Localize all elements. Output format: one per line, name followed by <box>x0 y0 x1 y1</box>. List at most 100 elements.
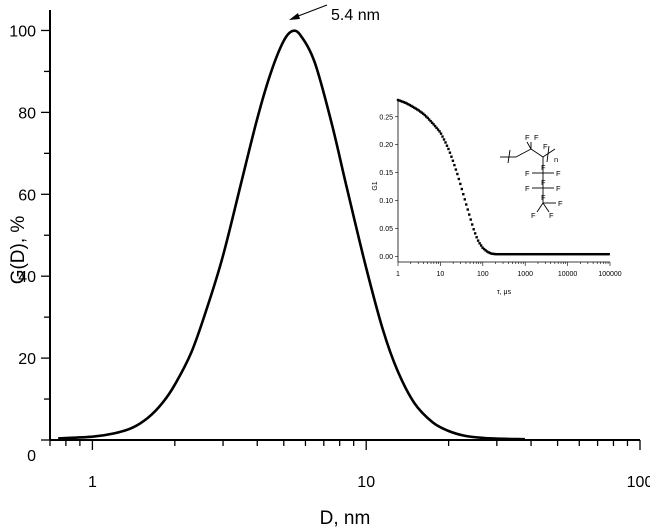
atom-label: F <box>525 133 530 142</box>
inset-x-tick-label: 100000 <box>598 271 621 278</box>
inset-data-point <box>490 252 493 255</box>
inset-data-point <box>585 252 588 256</box>
inset-data-point <box>522 252 526 256</box>
inset-data-point <box>427 118 431 121</box>
inset-x-tick-label: 1 <box>396 271 400 278</box>
inset-data-point <box>399 99 403 103</box>
inset-data-point <box>488 251 492 255</box>
inset-data-point <box>435 126 438 130</box>
inset-data-point <box>607 252 610 256</box>
inset-data-point <box>499 252 502 256</box>
inset-data-point <box>534 252 538 256</box>
y-tick-label: 40 <box>18 269 36 286</box>
inset-data-point <box>545 252 548 256</box>
inset-data-point <box>546 252 550 256</box>
inset-data-point <box>430 121 434 124</box>
inset-y-tick-label: 0.10 <box>379 198 393 205</box>
inset-data-point <box>517 252 520 256</box>
inset-data-point <box>398 99 401 102</box>
inset-x-tick-label: 10 <box>437 271 445 278</box>
inset-data-point <box>533 252 536 256</box>
inset-y-tick-label: 0.25 <box>379 114 393 121</box>
inset-data-point <box>537 252 541 256</box>
inset-data-point <box>536 252 539 256</box>
atom-label: F <box>541 193 546 202</box>
inset-data-point <box>396 98 400 102</box>
x-tick-label: 10 <box>357 474 375 491</box>
inset-data-point <box>539 252 542 256</box>
inset-data-point <box>502 252 505 256</box>
inset-data-point <box>497 252 501 256</box>
inset-data-point <box>565 252 569 256</box>
inset-x-tick-label: 100 <box>477 271 489 278</box>
inset-data-point <box>453 163 456 167</box>
inset-data-point <box>491 252 495 256</box>
inset-data-point <box>568 252 572 256</box>
inset-data-point <box>445 144 449 147</box>
inset-data-point <box>448 151 452 154</box>
inset-data-point <box>579 252 582 256</box>
inset-data-point <box>462 192 465 196</box>
inset-data-point <box>583 252 587 256</box>
inset-data-point <box>600 252 603 256</box>
atom-label: F <box>543 142 548 151</box>
inset-data-point <box>422 112 425 115</box>
inset-data-point <box>582 252 585 256</box>
inset-data-point <box>465 203 468 206</box>
inset-data-point <box>511 252 514 256</box>
inset-data-point <box>557 252 560 256</box>
inset-data-point <box>563 252 566 256</box>
inset-data-point <box>555 252 558 256</box>
inset-data-point <box>475 236 478 239</box>
inset-data-point <box>408 103 412 107</box>
inset-data-point <box>471 223 474 226</box>
main-x-axis-title: D, nm <box>320 508 371 529</box>
inset-data-point <box>521 252 524 256</box>
inset-data-point <box>551 252 554 256</box>
inset-data-point <box>478 242 481 245</box>
atom-label: F <box>556 169 561 178</box>
inset-data-point <box>503 252 507 256</box>
inset-data-point <box>438 130 441 133</box>
inset-data-point <box>466 208 469 211</box>
inset-data-point <box>512 252 515 256</box>
inset-data-point <box>447 147 450 151</box>
inset-x-tick-label: 1000 <box>517 271 533 278</box>
inset-y-tick-label: 0.20 <box>379 142 393 149</box>
inset-data-point <box>494 252 498 256</box>
inset-data-point <box>560 252 563 256</box>
atom-label: F <box>541 163 546 172</box>
inset-data-point <box>444 141 447 144</box>
inset-data-point <box>580 252 584 256</box>
inset-data-point <box>413 106 416 109</box>
inset-data-point <box>451 159 455 162</box>
inset-data-point <box>548 252 551 256</box>
inset-data-point <box>606 252 609 256</box>
inset-data-point <box>476 239 480 242</box>
inset-data-point <box>558 252 561 256</box>
y-tick-label: 60 <box>18 187 36 204</box>
inset-x-axis-title: τ, μs <box>497 289 512 296</box>
inset-data-point <box>564 252 567 256</box>
inset-data-point <box>552 252 556 256</box>
inset-data-point <box>500 252 504 256</box>
inset-data-point <box>540 252 544 256</box>
atom-label: F <box>549 211 554 220</box>
inset-data-point <box>402 101 406 104</box>
inset-data-point <box>589 252 593 256</box>
inset-data-point <box>603 252 606 256</box>
inset-data-point <box>404 101 407 104</box>
inset-data-point <box>429 119 432 123</box>
inset-data-point <box>591 252 594 256</box>
inset-data-point <box>479 244 483 247</box>
inset-data-point <box>597 252 600 256</box>
size-distribution-curve <box>58 29 525 441</box>
polymer-structure <box>500 141 556 213</box>
inset-data-point <box>505 252 508 256</box>
inset-y-axis-title: G1 <box>372 181 379 190</box>
peak-annotation-label: 5.4 nm <box>331 7 380 24</box>
inset-y-tick-label: 0.15 <box>379 170 393 177</box>
inset-data-point <box>573 252 576 256</box>
inset-data-point <box>407 103 410 106</box>
